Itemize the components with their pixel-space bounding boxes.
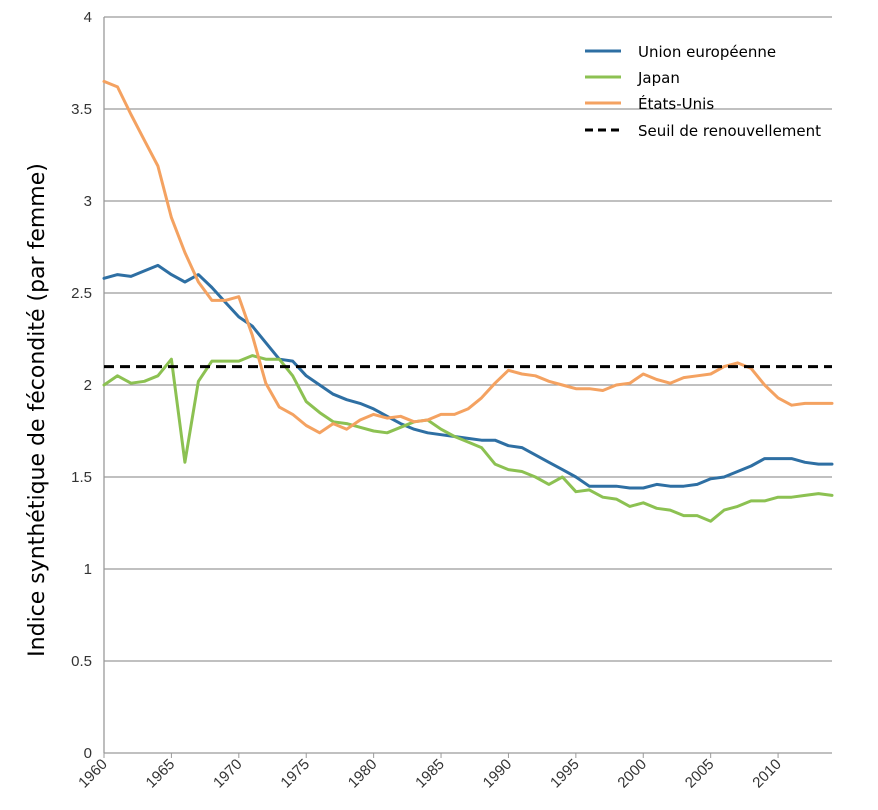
- gridlines: [103, 16, 832, 758]
- x-tick-label: 1975: [277, 756, 313, 792]
- x-tick-label: 2010: [749, 756, 785, 792]
- y-tick-label: 2.5: [71, 285, 92, 302]
- legend-label-threshold: Seuil de renouvellement: [638, 122, 821, 140]
- y-tick-label: 3.5: [71, 101, 92, 118]
- y-tick-label: 3: [84, 193, 92, 210]
- x-tick-label: 1985: [412, 756, 448, 792]
- legend-label-japan: Japan: [637, 69, 680, 87]
- legend-label-eu: Union européenne: [638, 43, 776, 61]
- x-tick-label: 1970: [210, 756, 246, 792]
- x-tick-label: 2005: [682, 756, 718, 792]
- y-tick-label: 2: [84, 377, 92, 394]
- y-tick-label: 0.5: [71, 653, 92, 670]
- x-tick-label: 1995: [547, 756, 583, 792]
- x-tick-label: 1980: [345, 756, 381, 792]
- y-tick-label: 4: [84, 9, 92, 26]
- x-tick-label: 1965: [143, 756, 179, 792]
- legend-label-usa: États-Unis: [638, 94, 714, 113]
- y-tick-label: 1: [84, 561, 92, 578]
- series-line: [102, 354, 834, 523]
- y-tick-label: 1.5: [71, 469, 92, 486]
- x-tick-label: 2000: [614, 756, 650, 792]
- y-tick-labels: 0 0.5 1 1.5 2 2.5 3 3.5 4: [71, 9, 92, 762]
- y-tick-label: 0: [84, 745, 92, 762]
- series-line: [102, 263, 834, 490]
- y-axis-label: Indice synthétique de fécondité (par fem…: [25, 163, 50, 657]
- x-tick-label: 1990: [480, 756, 516, 792]
- series-line: [102, 79, 834, 435]
- x-tick-label: 1960: [75, 756, 111, 792]
- legend: Union européenne Japan États-Unis Seuil …: [585, 43, 821, 140]
- series-lines: [102, 79, 834, 523]
- x-tick-labels: 1960 1965 1970 1975 1980 1985 1990 1995 2000 2005…: [75, 756, 785, 792]
